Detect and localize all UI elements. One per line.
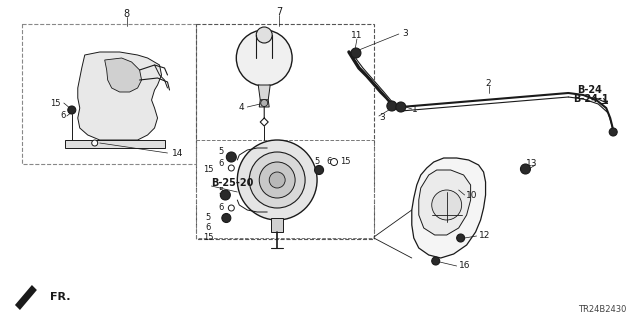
Bar — [196, 140, 374, 238]
Polygon shape — [78, 52, 161, 140]
Polygon shape — [271, 218, 283, 232]
Circle shape — [249, 152, 305, 208]
Circle shape — [220, 190, 230, 200]
Text: 6: 6 — [219, 204, 224, 212]
Circle shape — [457, 234, 465, 242]
Text: 15: 15 — [203, 234, 214, 242]
Circle shape — [228, 205, 234, 211]
Text: 2: 2 — [486, 78, 492, 87]
Text: 15: 15 — [340, 158, 350, 167]
Circle shape — [609, 128, 617, 136]
Circle shape — [330, 159, 337, 166]
Text: 5: 5 — [219, 147, 224, 157]
Text: 14: 14 — [172, 149, 183, 158]
Text: 6: 6 — [219, 159, 224, 167]
Text: 6: 6 — [205, 224, 211, 233]
Circle shape — [387, 101, 397, 111]
Text: 13: 13 — [525, 160, 537, 168]
Polygon shape — [259, 100, 269, 107]
Polygon shape — [15, 285, 37, 310]
Polygon shape — [412, 158, 486, 258]
Circle shape — [237, 140, 317, 220]
Circle shape — [68, 106, 76, 114]
Text: B-25-20: B-25-20 — [211, 178, 253, 188]
Text: 15: 15 — [203, 166, 214, 174]
Circle shape — [259, 162, 295, 198]
Circle shape — [432, 257, 440, 265]
Circle shape — [260, 100, 268, 107]
Circle shape — [520, 164, 531, 174]
Bar — [196, 24, 374, 239]
Circle shape — [227, 152, 236, 162]
Text: 10: 10 — [466, 190, 477, 199]
Text: 3: 3 — [379, 114, 385, 122]
Polygon shape — [259, 85, 270, 100]
Bar — [22, 24, 196, 164]
Circle shape — [269, 172, 285, 188]
Text: 15: 15 — [51, 99, 61, 108]
Circle shape — [236, 30, 292, 86]
Text: TR24B2430: TR24B2430 — [579, 306, 627, 315]
Text: 16: 16 — [459, 262, 470, 271]
Text: 11: 11 — [351, 32, 363, 41]
Circle shape — [351, 48, 361, 58]
Circle shape — [256, 27, 272, 43]
Text: B-24-1: B-24-1 — [573, 94, 609, 104]
Text: 6: 6 — [60, 112, 65, 121]
Text: B-24: B-24 — [577, 85, 602, 95]
Text: 12: 12 — [479, 232, 490, 241]
Circle shape — [432, 190, 461, 220]
Text: 5: 5 — [314, 158, 320, 167]
Polygon shape — [419, 170, 470, 235]
Text: 4: 4 — [239, 102, 244, 112]
Circle shape — [92, 140, 98, 146]
Circle shape — [228, 165, 234, 171]
Circle shape — [396, 102, 406, 112]
Text: 5: 5 — [219, 188, 224, 197]
Text: 7: 7 — [276, 7, 282, 17]
Text: 8: 8 — [124, 9, 130, 19]
Text: FR.: FR. — [50, 292, 70, 302]
Polygon shape — [65, 140, 164, 148]
Text: 5: 5 — [206, 213, 211, 222]
Text: 3: 3 — [402, 28, 408, 38]
Circle shape — [222, 213, 231, 222]
Circle shape — [315, 166, 324, 174]
Text: 6: 6 — [326, 158, 332, 167]
Polygon shape — [105, 58, 141, 92]
Text: 1: 1 — [412, 106, 417, 115]
